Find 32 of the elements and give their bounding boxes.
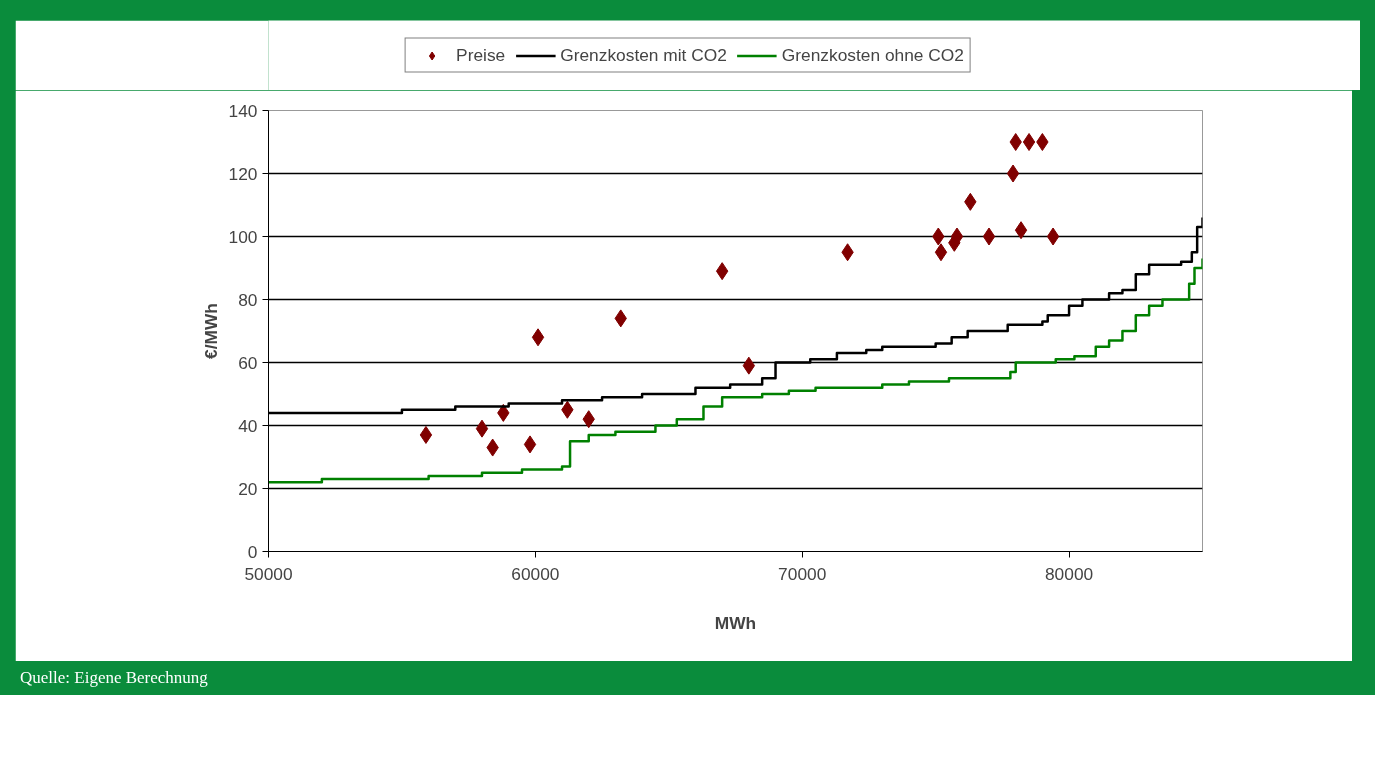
point: [419, 425, 433, 444]
point: [531, 328, 545, 347]
source-note: Quelle: Eigene Berechnung: [20, 667, 208, 689]
y-tick-label: 80: [238, 289, 258, 310]
legend-label: Grenzkosten ohne CO2: [781, 44, 964, 66]
point: [475, 419, 489, 438]
y-tick-label: 40: [238, 415, 258, 436]
x-tick-label: 70000: [778, 563, 827, 584]
y-tick-label: 140: [228, 100, 258, 121]
x-tick-label: 50000: [244, 563, 293, 584]
y-tick-label: 100: [228, 226, 258, 247]
point: [1036, 133, 1049, 151]
point: [934, 243, 948, 262]
y-tick-label: 0: [247, 541, 258, 562]
point: [1022, 133, 1036, 151]
x-tick-label: 80000: [1044, 563, 1094, 584]
y-tick-label: 20: [238, 478, 258, 499]
y-tick-label: 60: [238, 352, 258, 373]
y-axis-title: €/MWh: [200, 303, 221, 359]
y-tick-label: 120: [228, 163, 258, 184]
point: [1046, 227, 1060, 246]
point: [1009, 133, 1022, 151]
point: [715, 262, 729, 281]
legend-label: Preise: [456, 44, 506, 66]
point: [523, 435, 537, 454]
point: [982, 227, 996, 246]
point: [742, 356, 756, 375]
x-tick-label: 60000: [511, 563, 560, 584]
x-axis-title: MWh: [714, 612, 757, 633]
point: [1006, 164, 1020, 183]
point: [1014, 221, 1028, 240]
legend-label: Grenzkosten mit CO2: [560, 44, 727, 66]
